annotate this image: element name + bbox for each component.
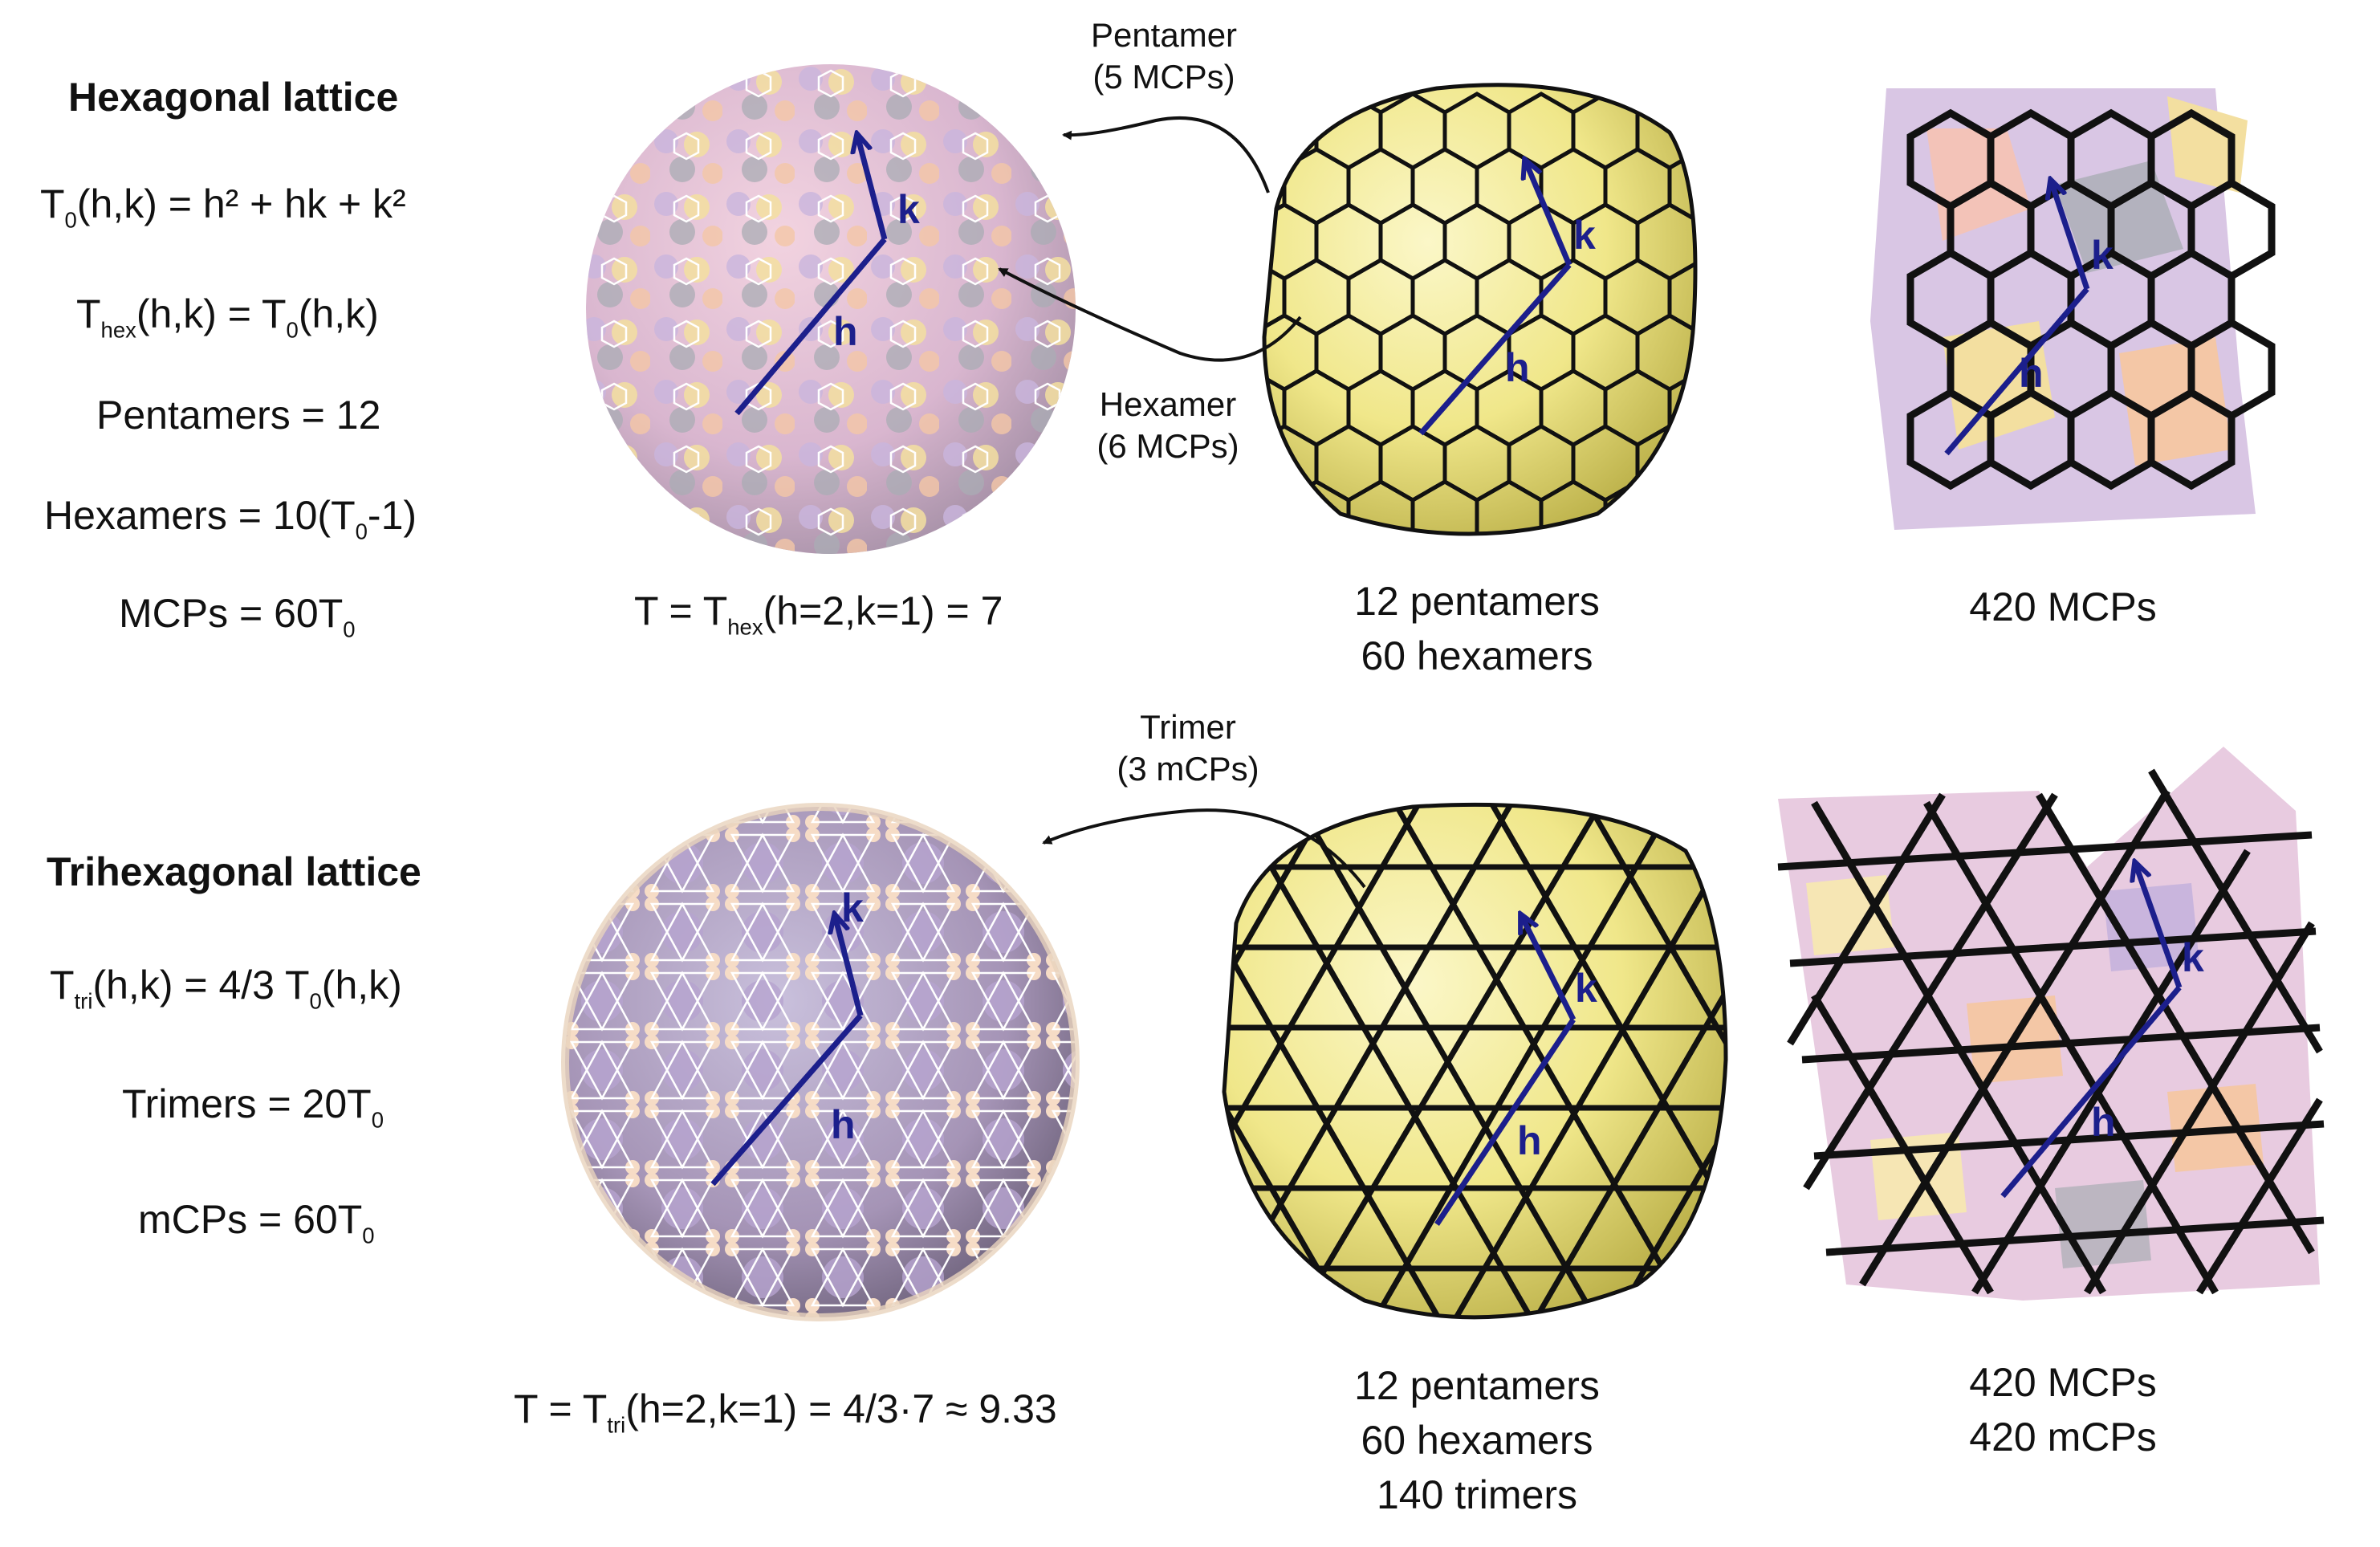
hexagonal-shell-caption: 12 pentamers 60 hexamers (1354, 579, 1600, 678)
hexamer-callout: Hexamer (6 MCPs) (1096, 385, 1239, 465)
k-vector-label: k (1573, 213, 1596, 258)
hexagonal-heading: Hexagonal lattice (68, 75, 399, 120)
trihexagonal-shell-vectors: h k (1434, 915, 1597, 1226)
ttri-formula: Ttri(h,k) = 4/3 T0(h,k) (50, 963, 402, 1014)
hexagonal-virus-image (586, 64, 1076, 554)
k-vector-label: k (2091, 233, 2114, 278)
hexagonal-flat-lattice (1870, 88, 2276, 530)
hexagonal-shell-vectors: h k (1418, 161, 1596, 436)
trihexagonal-t-caption: T = Ttri(h=2,k=1) = 4/3·7 ≈ 9.33 (514, 1386, 1057, 1438)
k-vector-label: k (1575, 966, 1597, 1011)
hexagonal-t-caption: T = Thex(h=2,k=1) = 7 (634, 588, 1003, 640)
trimer-callout-arrow (1042, 808, 1366, 889)
h-vector-label: h (833, 309, 858, 354)
mcps-formula: MCPs = 60T0 (119, 591, 356, 642)
hexamer-callout-arrow (998, 267, 1302, 362)
pentamers-formula: Pentamers = 12 (96, 393, 381, 438)
trimers-formula: Trimers = 20T0 (122, 1081, 384, 1133)
trihexagonal-virus-vectors: h k (710, 885, 864, 1187)
hexamers-formula: Hexamers = 10(T0-1) (44, 493, 417, 544)
k-vector-label: k (841, 885, 864, 930)
hexagonal-flat-vectors: h k (1944, 181, 2114, 456)
hexagonal-virus-vectors: h k (734, 135, 920, 416)
h-vector-label: h (1517, 1118, 1542, 1163)
h-vector-label: h (1505, 345, 1530, 390)
t0-formula: T0(h,k) = h² + hk + k² (40, 181, 406, 233)
trihexagonal-flat-lattice (1777, 747, 2325, 1301)
pentamer-callout: Pentamer (5 MCPs) (1090, 16, 1238, 96)
hexagonal-shell-model (1262, 83, 1698, 536)
pentamer-callout-arrow (1062, 116, 1270, 193)
h-vector-label: h (2091, 1100, 2116, 1145)
mcps-minor-formula: mCPs = 60T0 (138, 1197, 375, 1248)
k-vector-label: k (897, 187, 920, 232)
hexagonal-flat-caption: 420 MCPs (1969, 584, 2157, 629)
h-vector-label: h (2019, 351, 2044, 396)
k-vector-label: k (2182, 935, 2204, 980)
h-vector-label: h (831, 1102, 856, 1147)
trihexagonal-flat-vectors: h k (2000, 863, 2204, 1199)
trihexagonal-heading: Trihexagonal lattice (47, 849, 421, 894)
trihexagonal-shell-caption: 12 pentamers 60 hexamers 140 trimers (1354, 1363, 1600, 1517)
thex-formula: Thex(h,k) = T0(h,k) (76, 291, 379, 343)
trimer-callout: Trimer (3 mCPs) (1117, 708, 1259, 788)
trihexagonal-flat-caption: 420 MCPs 420 mCPs (1969, 1360, 2157, 1459)
